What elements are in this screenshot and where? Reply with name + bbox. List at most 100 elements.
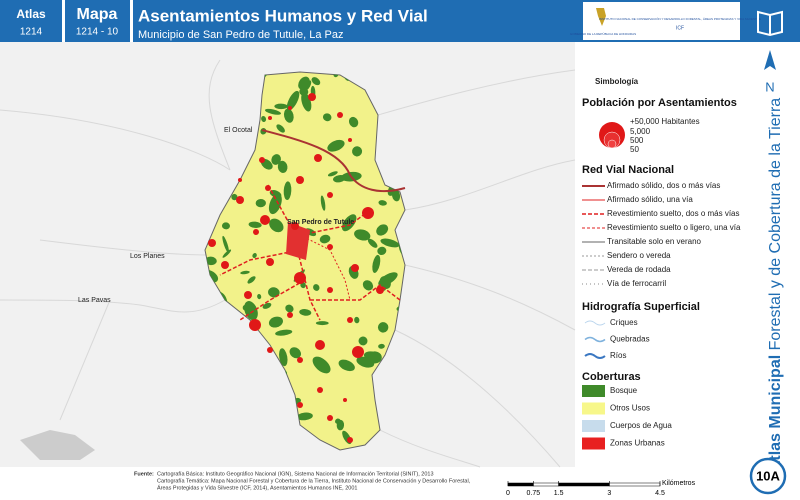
settlement <box>253 229 259 235</box>
forest-patch <box>268 316 283 328</box>
forest-patch <box>261 115 267 122</box>
map-label: Mapa <box>77 6 118 23</box>
settlement <box>287 312 293 318</box>
forest-patch <box>377 246 387 256</box>
urban-zone <box>286 222 310 260</box>
legend-swatch <box>582 402 605 415</box>
legend-label: Vereda de rodada <box>607 265 671 274</box>
forest-patch <box>255 199 266 208</box>
forest-patch <box>341 214 357 232</box>
settlement <box>317 387 323 393</box>
side-title: Atlas Municipal Forestal y de Cobertura … <box>767 98 784 472</box>
side-title-rest: Forestal y de Cobertura de la Tierra <box>767 98 784 351</box>
map-subtitle: Municipio de San Pedro de Tutule, La Paz <box>138 29 343 41</box>
settlement <box>347 437 353 443</box>
atlas-label: Atlas <box>16 7 46 21</box>
forest-patch <box>240 270 250 275</box>
north-label: N <box>765 79 774 94</box>
settlement <box>297 357 303 363</box>
forest-patch <box>242 304 249 311</box>
forest-patch <box>296 412 313 421</box>
legend-label: Criques <box>610 318 638 327</box>
legend-label: Vía de ferrocarril <box>607 279 666 288</box>
forest-patch <box>299 309 312 316</box>
scale-label: 0.75 <box>527 490 541 497</box>
legend-heading: Hidrografía Superficial <box>582 301 700 313</box>
forest-patch <box>276 124 285 133</box>
forest-patch <box>379 276 391 289</box>
side-title-bold: Atlas Municipal <box>767 355 784 472</box>
forest-patch <box>338 359 355 372</box>
legend-swatch <box>582 385 605 397</box>
settlement <box>291 222 299 230</box>
legend-label: 500 <box>630 136 644 145</box>
forest-patch <box>354 316 360 324</box>
place-label: Las Pavas <box>78 297 111 304</box>
legend-label: Afirmado sólido, dos o más vías <box>607 181 720 190</box>
locator-map <box>20 430 95 460</box>
settlement <box>236 196 244 204</box>
forest-patch <box>231 193 238 201</box>
settlement <box>337 112 343 118</box>
north-arrow <box>764 50 776 70</box>
settlement <box>376 286 384 294</box>
legend-label: Afirmado sólido, una vía <box>607 195 693 204</box>
logo-right-abbr: ICF <box>676 25 684 31</box>
forest-patch <box>376 224 389 236</box>
legend-label: Quebradas <box>610 335 650 344</box>
scale-label: 1.5 <box>554 490 564 497</box>
scale-label: 3 <box>607 490 611 497</box>
forest-patch <box>275 329 293 336</box>
settlement <box>249 319 261 331</box>
scale-segment <box>609 482 661 487</box>
settlement <box>348 138 352 142</box>
legend-label: Zonas Urbanas <box>610 439 665 448</box>
scale-unit: Kilómetros <box>662 480 696 487</box>
forest-patch <box>354 229 371 241</box>
forest-patch <box>311 77 321 86</box>
settlement <box>296 176 304 184</box>
sheet-badge <box>749 457 787 495</box>
legend-label: Cuerpos de Agua <box>610 421 672 430</box>
legend-label: Revestimiento suelto, dos o más vías <box>607 209 740 218</box>
forest-patch <box>205 256 217 266</box>
legend-label: 5,000 <box>630 127 651 136</box>
forest-patch <box>367 238 378 248</box>
settlement <box>294 272 306 284</box>
scale-segment <box>533 482 559 487</box>
source-line: Áreas Protegidas y Vida Silvestre (ICF, … <box>157 484 357 491</box>
legend-symbol <box>584 320 606 326</box>
legend-label: Revestimiento suelto o ligero, una vía <box>607 223 741 232</box>
settlement <box>268 116 272 120</box>
roads <box>219 129 406 321</box>
forest-patch <box>356 356 375 368</box>
forest-patch <box>269 218 284 233</box>
forest-patch <box>285 304 294 313</box>
legend-label: Transitable solo en verano <box>607 237 702 246</box>
legend-label: Ríos <box>610 351 626 360</box>
settlement <box>266 258 274 266</box>
legend-symbol <box>584 336 606 343</box>
forest-patch <box>222 235 229 253</box>
forest-patch <box>252 252 257 259</box>
legend-heading: Población por Asentamientos <box>582 97 737 109</box>
forest-patch <box>222 249 232 258</box>
legend-symbol <box>607 139 617 149</box>
settlement <box>288 106 292 110</box>
settlements <box>208 93 384 443</box>
forest-patch <box>327 139 345 152</box>
legend-heading: Coberturas <box>582 371 641 383</box>
logo-emblem <box>596 8 606 26</box>
source-label: Fuente: <box>134 471 154 477</box>
source-line: Cartografía Temática: Mapa Nacional Fore… <box>157 478 471 484</box>
sheet-number: 10A <box>756 468 780 483</box>
legend-label: +50,000 Habitantes <box>630 117 700 126</box>
legend-swatch <box>582 437 605 450</box>
forest-patch <box>380 238 400 248</box>
place-label: San Pedro de Tutule <box>287 219 354 226</box>
map-code: 1214 - 10 <box>76 27 119 38</box>
settlement <box>238 178 242 182</box>
forest-patch <box>279 348 288 367</box>
atlas-code: 1214 <box>20 27 43 38</box>
